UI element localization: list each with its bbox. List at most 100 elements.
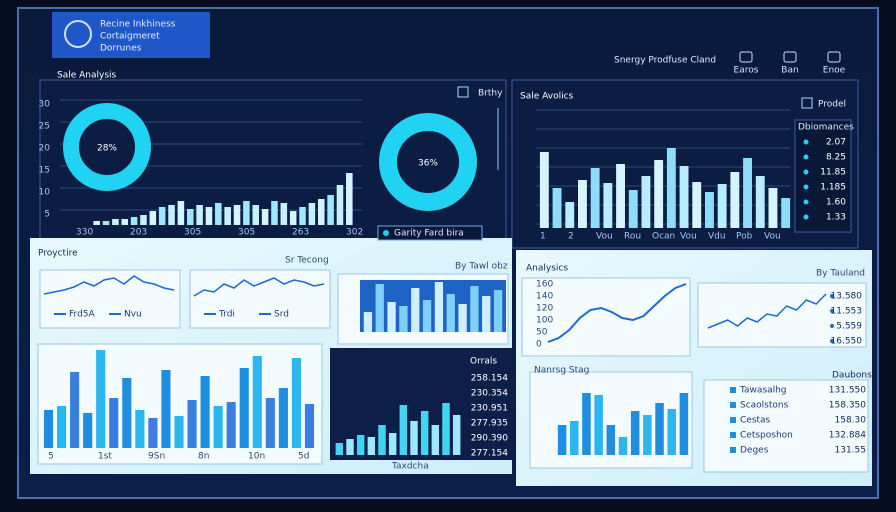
y-label: 30 bbox=[39, 100, 51, 110]
logo-icon bbox=[64, 20, 92, 48]
toolbar-icon bbox=[783, 51, 797, 63]
list-value: 290.390 bbox=[471, 434, 508, 444]
filter-icon bbox=[457, 86, 469, 98]
bar bbox=[252, 205, 260, 225]
bar bbox=[616, 164, 625, 228]
bar bbox=[271, 201, 278, 225]
list-value: 1.33 bbox=[826, 213, 846, 223]
bar bbox=[606, 425, 616, 455]
mini-chart-box bbox=[39, 269, 181, 329]
bar bbox=[594, 395, 603, 455]
button-icon bbox=[801, 97, 813, 109]
bar bbox=[96, 350, 106, 448]
x-label: 305 bbox=[184, 228, 201, 238]
list-value: 131.550 bbox=[829, 386, 866, 396]
y-label: 10 bbox=[39, 188, 51, 198]
product-name: Snergy Prodfuse Cland bbox=[614, 56, 716, 66]
line-series bbox=[193, 277, 325, 297]
bar bbox=[367, 437, 376, 455]
list-value: 158.350 bbox=[829, 401, 866, 411]
bar bbox=[280, 203, 288, 225]
bar bbox=[654, 160, 664, 228]
list-value: 132.884 bbox=[829, 431, 866, 441]
list-dot bbox=[803, 169, 809, 175]
list-value: 13.580 bbox=[831, 292, 863, 302]
bar bbox=[149, 211, 157, 225]
list-value: 131.55 bbox=[835, 446, 867, 456]
x-label: 330 bbox=[76, 228, 93, 238]
panel-title: Sale Avolics bbox=[520, 92, 574, 102]
line-series bbox=[547, 283, 687, 343]
x-label: 203 bbox=[130, 228, 147, 238]
list-value: 230.951 bbox=[471, 404, 508, 414]
x-label: 8n bbox=[198, 452, 209, 462]
bar bbox=[289, 211, 297, 225]
bar bbox=[93, 221, 100, 225]
daubons-box bbox=[703, 379, 869, 473]
bar bbox=[261, 209, 269, 225]
bar bbox=[187, 400, 197, 448]
legend-label: Frd5A bbox=[69, 310, 96, 320]
logo-text: Recine Inkhiness bbox=[100, 20, 176, 30]
legend-label: Srd bbox=[274, 310, 289, 320]
bar bbox=[420, 411, 429, 455]
toolbar-button[interactable]: Earos bbox=[734, 66, 759, 76]
panel-subtitle: Sr Tecong bbox=[285, 256, 329, 266]
bar bbox=[70, 372, 80, 448]
bar bbox=[213, 406, 223, 448]
panel-button[interactable]: Prodel bbox=[818, 100, 846, 110]
list-dot bbox=[830, 324, 834, 328]
bar bbox=[112, 219, 119, 225]
bar bbox=[158, 207, 166, 225]
bar bbox=[431, 425, 440, 455]
bar bbox=[565, 202, 575, 228]
logo-text: Dorrunes bbox=[100, 44, 142, 54]
bar bbox=[121, 219, 129, 225]
bar bbox=[655, 403, 664, 455]
bar bbox=[346, 173, 353, 225]
list-value: 1.185 bbox=[820, 183, 846, 193]
list-swatch bbox=[730, 417, 736, 423]
bar bbox=[434, 282, 444, 332]
x-label: 5 bbox=[48, 452, 54, 462]
bar bbox=[388, 433, 397, 455]
bar bbox=[130, 217, 138, 225]
logo-box bbox=[52, 12, 210, 58]
bar bbox=[643, 415, 652, 455]
list-dot bbox=[803, 139, 809, 145]
bar bbox=[308, 203, 316, 225]
bar bbox=[327, 195, 334, 225]
filter-button[interactable]: By Tauland bbox=[816, 269, 865, 279]
mini-chart-box bbox=[697, 282, 867, 348]
list-dot bbox=[803, 199, 809, 205]
bar bbox=[226, 402, 236, 448]
toolbar-button[interactable]: Enoe bbox=[823, 66, 846, 76]
bar bbox=[161, 370, 171, 448]
list-dot bbox=[803, 214, 809, 220]
list-name: Deges bbox=[740, 446, 769, 456]
list-value: 5.559 bbox=[836, 322, 862, 332]
bar bbox=[205, 207, 213, 225]
bar bbox=[109, 398, 119, 448]
bar bbox=[679, 393, 689, 455]
list-name: Cestas bbox=[740, 416, 771, 426]
bar bbox=[177, 201, 185, 225]
legend-dot bbox=[383, 230, 389, 236]
filter-button[interactable]: Brthy bbox=[478, 89, 503, 99]
x-label: 10n bbox=[248, 452, 265, 462]
bar bbox=[422, 300, 432, 332]
bar bbox=[102, 221, 110, 225]
bar bbox=[458, 304, 467, 332]
bar bbox=[186, 209, 194, 225]
y-label: 100 bbox=[536, 316, 553, 326]
bar bbox=[630, 411, 640, 455]
y-label: 160 bbox=[536, 280, 553, 290]
toolbar-button[interactable]: Ban bbox=[781, 66, 798, 76]
bar bbox=[140, 215, 147, 225]
bar bbox=[717, 184, 727, 228]
filter-button[interactable]: By Tawl obz bbox=[455, 262, 508, 272]
list-name: Cetsposhon bbox=[740, 431, 793, 441]
y-label: 20 bbox=[39, 144, 51, 154]
list-title: Dbiomances bbox=[798, 123, 854, 133]
